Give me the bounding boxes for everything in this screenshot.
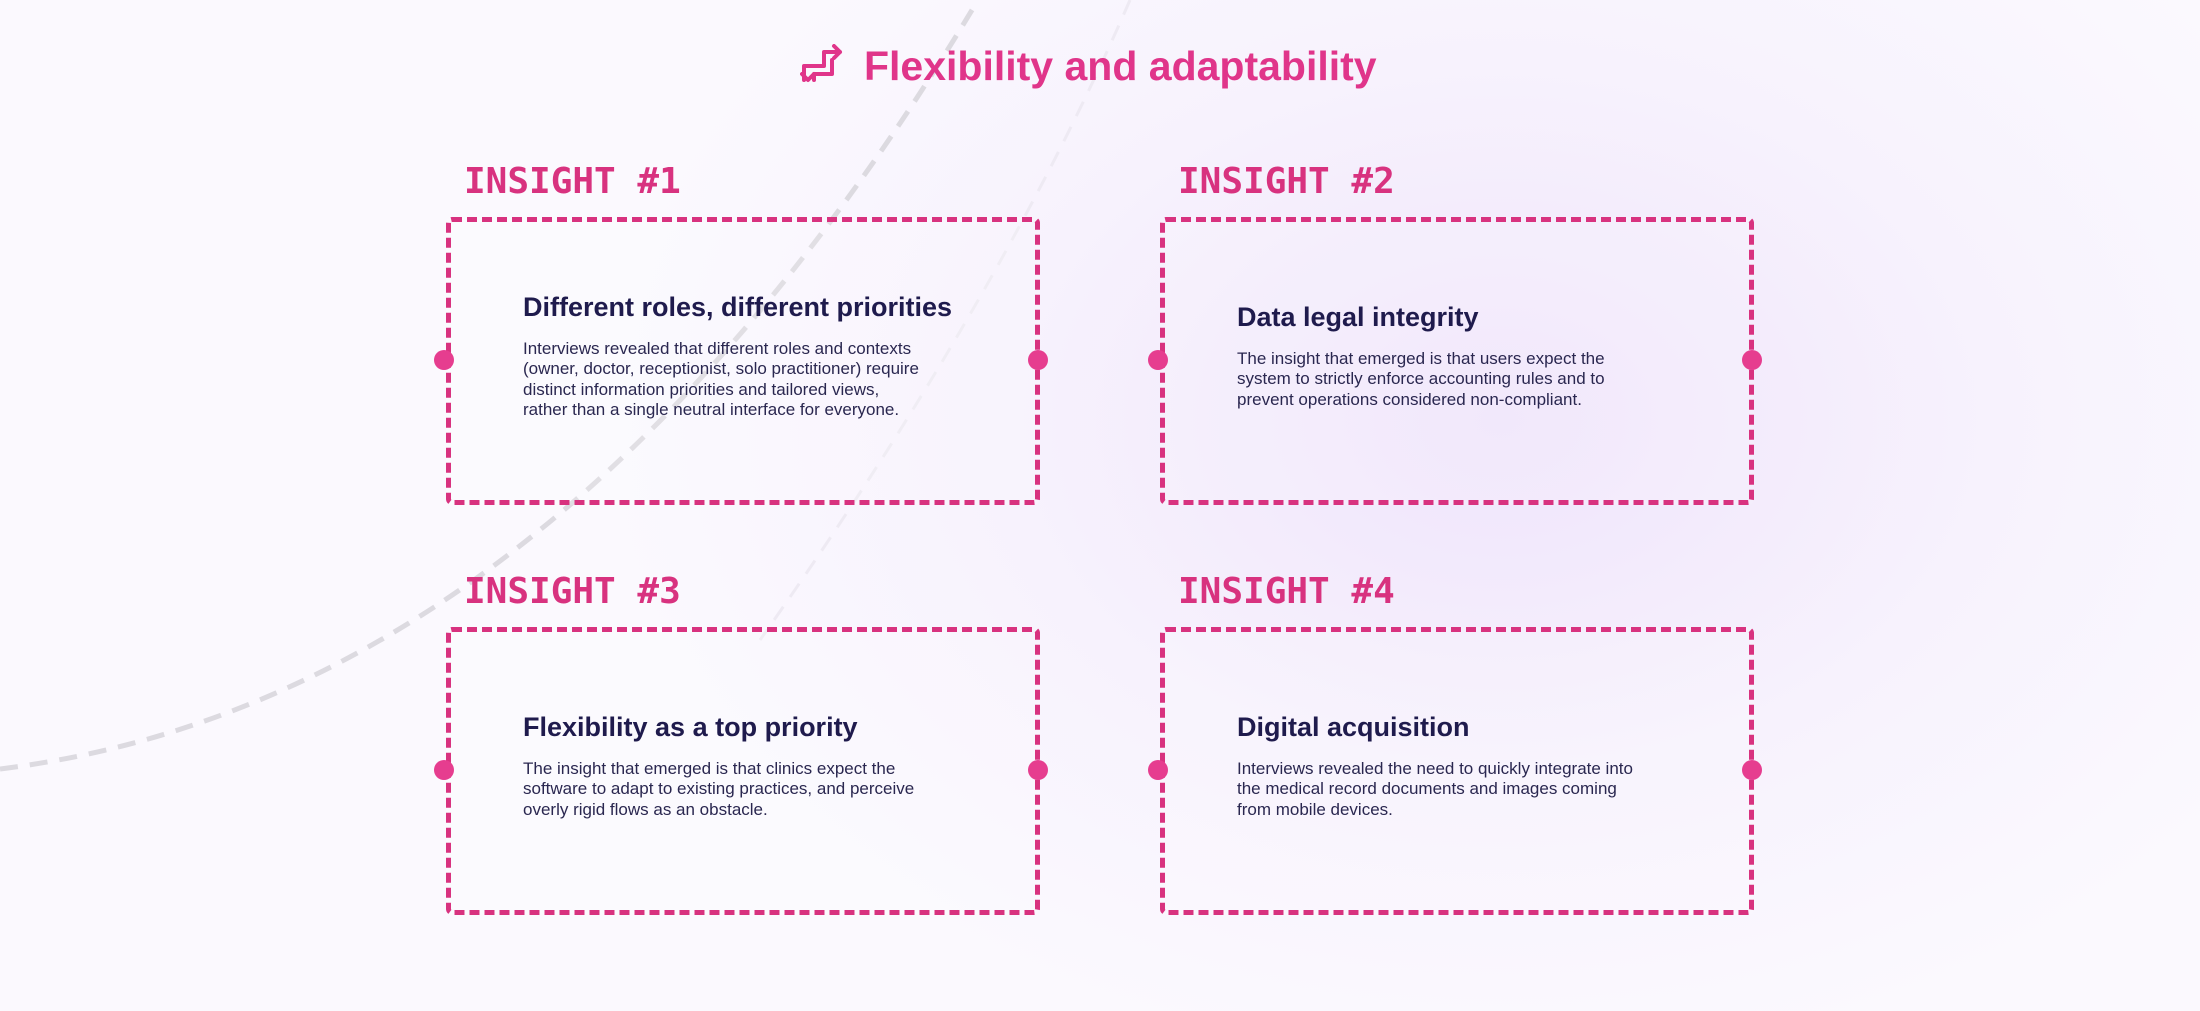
connector-dot xyxy=(434,760,454,780)
connector-dot xyxy=(1028,760,1048,780)
body-line: system to strictly enforce accounting ru… xyxy=(1237,369,1605,389)
connector-dot xyxy=(1742,760,1762,780)
body-line: the medical record documents and images … xyxy=(1237,779,1617,799)
body-line: Interviews revealed the need to quickly … xyxy=(1237,758,1633,778)
body-line: The insight that emerged is that users e… xyxy=(1237,348,1605,368)
insight-heading: Digital acquisition xyxy=(1237,711,1470,742)
body-line: (owner, doctor, receptionist, solo pract… xyxy=(523,359,919,378)
header: Flexibility and adaptability xyxy=(800,38,1377,94)
insight-label: INSIGHT #2 xyxy=(1178,161,1395,202)
insight-heading: Flexibility as a top priority xyxy=(523,711,858,742)
insight-card: Data legal integrity The insight that eme… xyxy=(1148,217,1762,505)
connector-dot xyxy=(1742,350,1762,370)
insight-label: INSIGHT #3 xyxy=(464,571,681,612)
connector-dot xyxy=(1028,350,1048,370)
insight-card: Different roles, different priorities Int… xyxy=(434,217,1048,505)
insight-label: INSIGHT #1 xyxy=(464,161,681,202)
insight-body: Interviews revealed that different roles… xyxy=(523,339,1035,421)
body-line: distinct information priorities and tail… xyxy=(523,379,880,399)
body-line: The insight that emerged is that clinics… xyxy=(523,758,896,778)
icon xyxy=(800,44,842,82)
connector-dot xyxy=(434,350,454,370)
body-line: prevent operations considered non-compli… xyxy=(1237,389,1582,409)
connector-dot xyxy=(1148,760,1168,780)
arc xyxy=(758,0,1132,641)
insight-body: The insight that emerged is that clinics… xyxy=(523,759,1035,821)
insight-body: Interviews revealed the need to quickly … xyxy=(1237,759,1749,821)
insight-body: The insight that emerged is that users e… xyxy=(1237,349,1749,411)
arc xyxy=(0,0,981,772)
body-line: overly rigid flows as an obstacle. xyxy=(523,799,768,819)
insight-label: INSIGHT #4 xyxy=(1178,571,1395,612)
body-line: software to adapt to existing practices,… xyxy=(523,779,915,799)
title: Flexibility and adaptability xyxy=(864,42,1377,89)
body-line: Interviews revealed that different roles… xyxy=(523,338,912,358)
body-line: from mobile devices. xyxy=(1237,799,1393,819)
insight-heading: Different roles, different priorities xyxy=(523,291,953,322)
connector-dot xyxy=(1148,350,1168,370)
insight-heading: Data legal integrity xyxy=(1237,301,1479,332)
insight-card: Flexibility as a top priority The insight… xyxy=(434,627,1048,915)
insight-card: Digital acquisition Interviews revealed t… xyxy=(1148,627,1762,915)
body-line: rather than a single neutral interface f… xyxy=(523,400,900,419)
